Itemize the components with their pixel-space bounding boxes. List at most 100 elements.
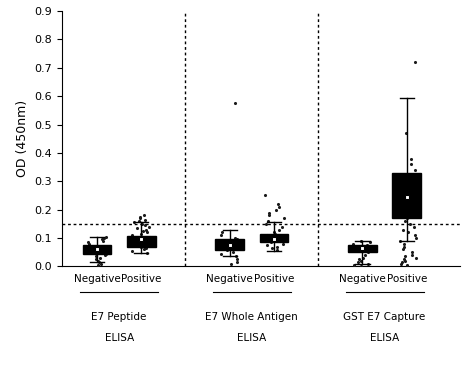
Point [102, 234, 110, 240]
Point [224, 247, 231, 253]
Point [233, 236, 240, 242]
Point [101, 252, 109, 258]
Point [140, 212, 147, 218]
Point [217, 232, 225, 238]
Point [412, 255, 420, 261]
Point [141, 216, 148, 222]
Point [101, 243, 109, 249]
Point [272, 235, 280, 241]
Point [350, 262, 357, 268]
Text: ELISA: ELISA [370, 333, 399, 343]
Point [394, 184, 402, 190]
Point [400, 190, 407, 196]
Text: ELISA: ELISA [237, 333, 266, 343]
Point [221, 241, 229, 247]
Point [268, 245, 275, 251]
Point [411, 167, 419, 173]
Point [403, 212, 411, 218]
Point [271, 231, 279, 237]
Text: GST E7 Capture: GST E7 Capture [344, 312, 426, 322]
Point [403, 262, 410, 268]
Point [401, 258, 409, 264]
Point [355, 259, 362, 265]
Point [220, 242, 228, 248]
Point [140, 246, 147, 252]
Point [362, 248, 370, 254]
Point [84, 239, 91, 245]
Y-axis label: OD (450nm): OD (450nm) [16, 100, 28, 177]
Point [411, 173, 419, 179]
Point [85, 242, 92, 248]
Point [271, 229, 278, 235]
Point [361, 252, 369, 258]
Point [219, 229, 226, 235]
Point [99, 248, 107, 254]
Point [264, 218, 272, 224]
Point [91, 249, 99, 255]
Point [132, 242, 140, 248]
Point [264, 242, 271, 248]
Point [408, 156, 415, 162]
Point [363, 242, 370, 248]
Point [408, 249, 416, 255]
Point [142, 245, 150, 251]
Point [141, 235, 149, 241]
Point [408, 252, 416, 258]
Point [275, 226, 283, 232]
Point [146, 224, 153, 230]
Point [140, 228, 147, 234]
Point [406, 201, 414, 207]
Point [279, 241, 287, 247]
PathPatch shape [215, 239, 244, 250]
Point [394, 195, 402, 201]
Point [368, 246, 375, 252]
Point [100, 238, 107, 244]
Point [231, 235, 239, 241]
Point [410, 224, 418, 230]
Point [94, 245, 102, 251]
Point [230, 249, 237, 255]
Text: ELISA: ELISA [104, 333, 134, 343]
Point [136, 214, 144, 220]
Point [261, 192, 269, 198]
Point [130, 219, 138, 225]
Point [401, 218, 409, 224]
Point [274, 201, 282, 207]
Point [99, 236, 106, 242]
Point [135, 218, 143, 224]
PathPatch shape [348, 245, 377, 252]
Point [143, 250, 150, 256]
Point [273, 243, 281, 249]
Point [138, 231, 146, 237]
Point [268, 234, 276, 240]
Point [92, 253, 100, 259]
Point [361, 245, 368, 251]
Point [228, 261, 235, 267]
Point [142, 226, 149, 232]
Point [131, 238, 138, 244]
Point [273, 207, 280, 213]
Point [265, 212, 273, 218]
Point [401, 256, 408, 262]
Point [95, 259, 103, 265]
Point [234, 256, 241, 262]
Point [234, 259, 241, 265]
Point [85, 241, 93, 247]
Point [359, 255, 367, 261]
Point [128, 232, 136, 238]
Point [229, 243, 237, 249]
Point [142, 222, 149, 228]
Point [403, 215, 410, 221]
Point [137, 243, 145, 249]
Point [143, 239, 150, 245]
Point [132, 241, 139, 247]
Point [231, 100, 238, 106]
Point [146, 234, 154, 240]
Point [94, 262, 102, 268]
Point [92, 256, 100, 262]
Point [406, 221, 414, 227]
Point [411, 209, 419, 215]
Point [365, 260, 372, 266]
Point [98, 260, 105, 266]
Point [133, 225, 141, 231]
